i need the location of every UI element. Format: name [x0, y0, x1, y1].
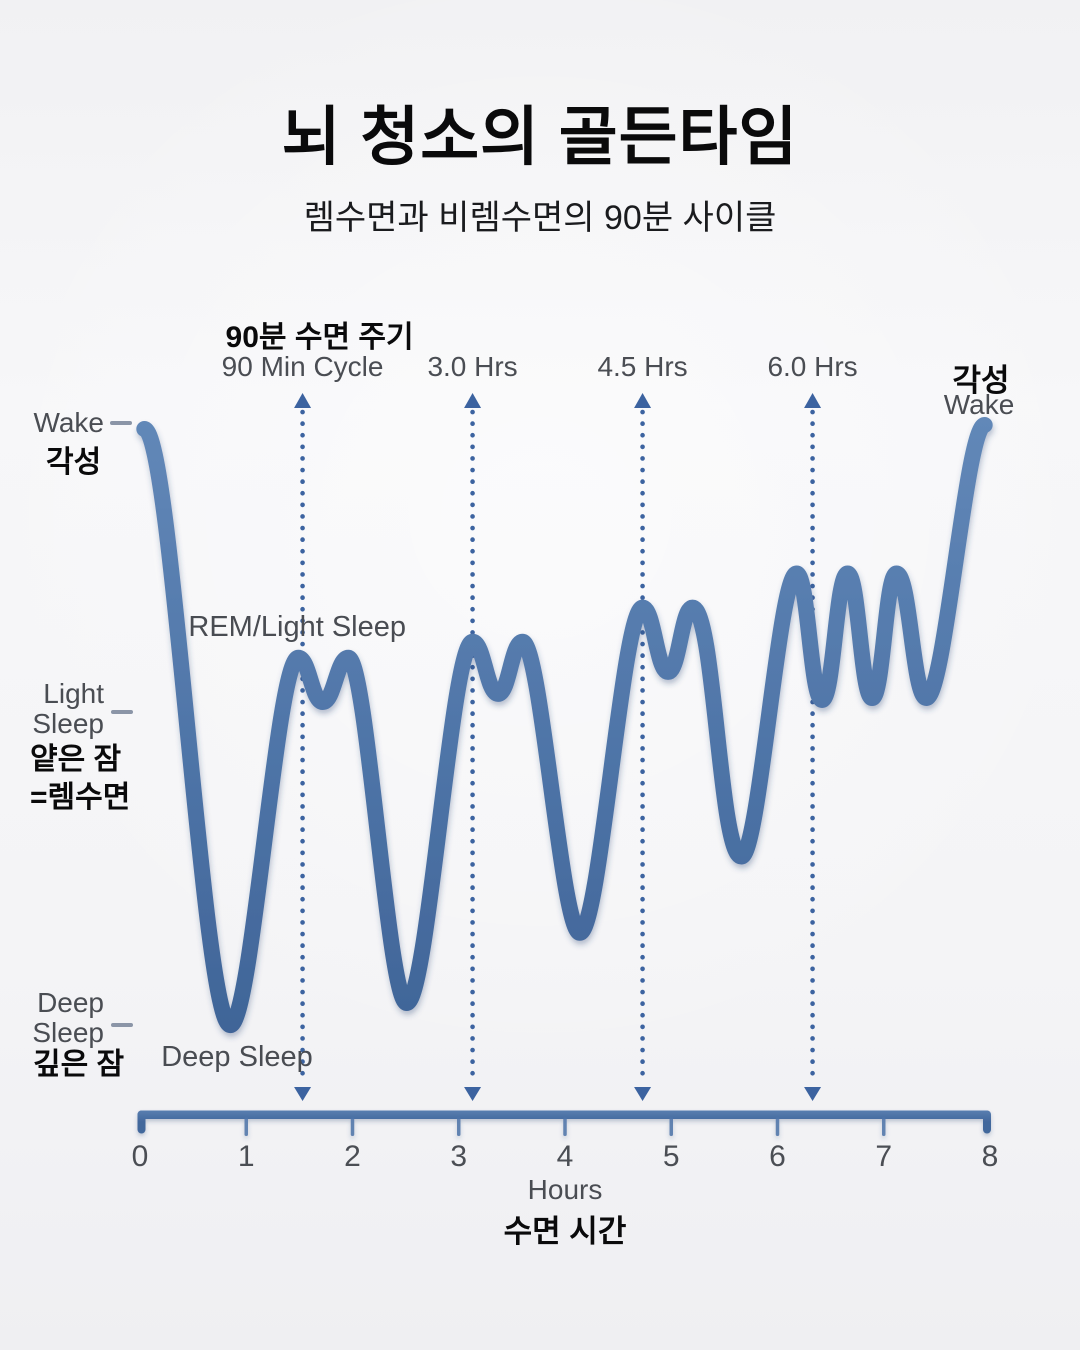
light-tick-dash	[111, 710, 133, 714]
cycle-annotation-label: 6.0 Hrs	[767, 351, 858, 382]
yaxis-light-label-ko: 얕은 잠 =렘수면	[30, 743, 131, 814]
xaxis-label-en: Hours	[527, 1174, 603, 1205]
yaxis-wake-label-ko: 각성	[46, 446, 102, 479]
deep-tick-dash	[111, 1023, 133, 1027]
page-subtitle: 렘수면과 비렘수면의 90분 사이클	[303, 199, 777, 237]
x-axis-tick	[775, 1117, 780, 1136]
arrow-up-icon	[294, 393, 312, 408]
cycle-annotation-label: 90 Min Cycle	[221, 351, 384, 382]
arrow-up-icon	[464, 393, 482, 408]
cycle-annotation-ko: 90분 수면 주기	[225, 321, 414, 354]
x-tick-label: 6	[769, 1140, 786, 1173]
yaxis-deep-label-ko: 깊은 잠	[33, 1048, 125, 1081]
arrow-down-icon	[294, 1087, 312, 1101]
x-axis-tick	[350, 1117, 355, 1136]
x-axis	[137, 1110, 991, 1136]
x-axis-end-cap	[137, 1110, 146, 1134]
x-axis-tick	[244, 1117, 248, 1136]
deep-sleep-inchart-label: Deep Sleep	[161, 1041, 313, 1073]
wake-tick-dash	[110, 421, 132, 425]
yaxis-deep-label-en: Deep Sleep	[32, 987, 104, 1048]
x-tick-label: 5	[662, 1140, 680, 1173]
x-axis-tick	[563, 1117, 567, 1136]
arrow-down-icon	[804, 1087, 822, 1101]
x-axis-end-cap	[983, 1110, 991, 1134]
cycle-annotation-label: 4.5 Hrs	[597, 351, 688, 382]
x-axis-tick	[457, 1117, 461, 1136]
cycle-dotted-lines	[294, 393, 822, 1101]
x-tick-label: 7	[875, 1140, 893, 1173]
cycle-annotation-label: 3.0 Hrs	[427, 351, 518, 382]
x-tick-label: 8	[981, 1140, 999, 1173]
x-axis-tick	[882, 1117, 886, 1136]
wake-end-label-ko: 각성	[952, 363, 1010, 398]
x-axis-bar	[137, 1110, 991, 1119]
x-tick-label: 2	[344, 1140, 361, 1173]
sleep-cycle-curve	[136, 417, 993, 1034]
rem-light-sleep-label: REM/Light Sleep	[188, 611, 406, 643]
wake-end-label-en: Wake	[943, 389, 1015, 420]
x-tick-label: 3	[450, 1140, 468, 1173]
arrow-down-icon	[464, 1087, 482, 1101]
x-tick-label: 0	[131, 1140, 149, 1173]
page-title: 뇌 청소의 골든타임	[281, 101, 799, 173]
yaxis-wake-label-en: Wake	[33, 407, 104, 438]
x-tick-label: 1	[237, 1140, 255, 1173]
x-axis-tick	[669, 1117, 673, 1136]
arrow-up-icon	[634, 393, 652, 408]
arrow-down-icon	[634, 1087, 652, 1101]
x-tick-label: 4	[556, 1140, 574, 1173]
yaxis-light-label-en: Light Sleep	[32, 678, 104, 739]
xaxis-label-ko: 수면 시간	[503, 1214, 627, 1249]
arrow-up-icon	[804, 393, 822, 408]
